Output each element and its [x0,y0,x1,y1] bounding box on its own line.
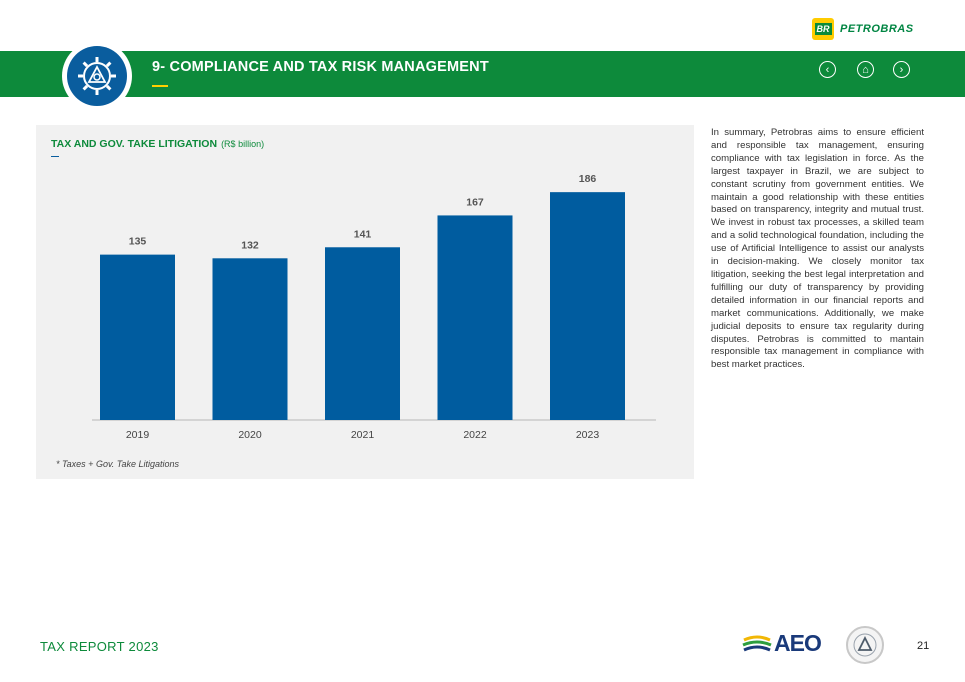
chart-title: TAX AND GOV. TAKE LITIGATION [51,138,218,150]
x-tick-2020: 2020 [238,429,262,441]
report-title: TAX REPORT 2023 [40,639,159,654]
data-label-2023: 186 [579,173,597,185]
bar-2022 [437,215,513,420]
page-title: 9- COMPLIANCE AND TAX RISK MANAGEMENT [152,59,489,75]
bar-chart: 135 2019 132 2020 141 2021 167 2022 186 2023 [92,173,656,441]
data-label-2021: 141 [354,228,372,240]
home-button[interactable]: ⌂ [857,61,874,78]
chart-title-mark [51,156,59,157]
bar-2019 [100,254,175,420]
certification-seal-icon [846,626,884,664]
chart-unit: (R$ billion) [221,139,265,149]
chevron-right-icon: › [899,63,904,76]
bar-2020 [212,258,288,420]
aeo-text: AEO [774,630,822,656]
bar-2023 [550,192,625,420]
data-label-2020: 132 [241,239,259,251]
petrobras-logo: BR PETROBRAS [812,18,914,40]
page-number: 21 [917,640,930,652]
bar-2021 [325,247,400,420]
aeo-globe-icon [742,635,772,651]
data-label-2022: 167 [466,196,484,208]
title-underline [152,85,168,87]
x-tick-2023: 2023 [576,429,600,441]
aeo-logo: AEO [742,630,822,657]
summary-paragraph: In summary, Petrobras aims to ensure eff… [711,127,924,371]
header-bar [0,51,965,97]
brand-name: PETROBRAS [840,23,914,35]
previous-page-button[interactable]: ‹ [819,61,836,78]
chevron-left-icon: ‹ [825,63,830,76]
x-tick-2021: 2021 [351,429,375,441]
x-tick-2019: 2019 [126,429,150,441]
chart-footnote: * Taxes + Gov. Take Litigations [56,459,179,469]
section-emblem [62,41,132,111]
chart-title-block: TAX AND GOV. TAKE LITIGATION (R$ billion) [51,138,264,150]
gear-icon [78,57,116,95]
data-label-2019: 135 [129,236,147,248]
br-badge-icon: BR [812,18,834,40]
x-tick-2022: 2022 [463,429,487,441]
next-page-button[interactable]: › [893,61,910,78]
br-badge-text: BR [814,23,832,35]
home-icon: ⌂ [862,63,869,76]
